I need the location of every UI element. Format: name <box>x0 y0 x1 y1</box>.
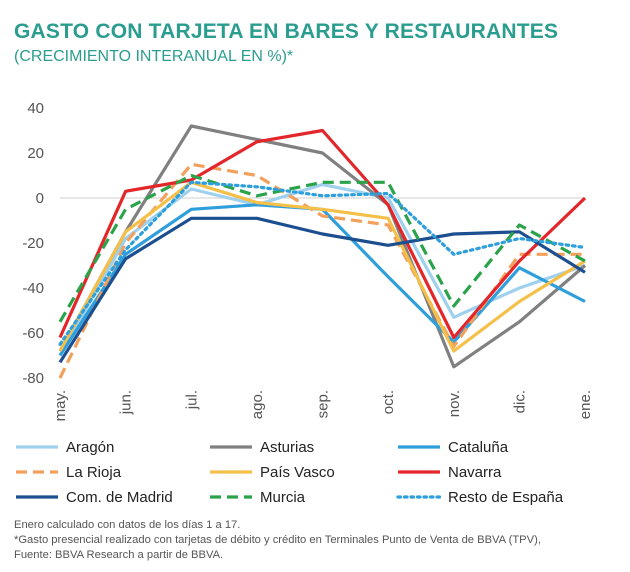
series-line-0 <box>58 182 586 357</box>
legend-swatch <box>210 495 252 499</box>
chart-notes: Enero calculado con datos de los días 1 … <box>14 518 541 563</box>
x-tick-label: sep. <box>315 390 332 418</box>
chart-subtitle: (CRECIMIENTO INTERANUAL EN %)* <box>14 48 294 65</box>
legend-swatch <box>16 470 58 474</box>
legend-label: Navarra <box>448 463 502 481</box>
legend-label: Aragón <box>66 438 115 456</box>
series-line-5 <box>58 128 587 340</box>
x-tick-label: ene. <box>577 390 594 419</box>
y-tick-label: -80 <box>22 370 44 387</box>
x-tick-label: jul. <box>183 390 200 410</box>
legend-item: Murcia <box>208 487 305 507</box>
y-tick-label: -60 <box>22 325 44 342</box>
series-line-3 <box>58 162 585 379</box>
x-tick-label: jun. <box>118 390 135 415</box>
x-tick-label: ago. <box>249 390 266 419</box>
legend-item: País Vasco <box>208 462 335 482</box>
legend-item: Cataluña <box>396 437 508 457</box>
legend-item: Aragón <box>14 437 114 457</box>
x-tick-label: dic. <box>511 390 528 413</box>
series-line-4 <box>58 180 586 353</box>
legend-label: Com. de Madrid <box>66 488 173 506</box>
x-tick-label: may. <box>52 390 69 421</box>
legend-swatch <box>16 445 58 449</box>
y-tick-label: 20 <box>27 145 44 162</box>
x-tick-label: oct. <box>380 390 397 414</box>
legend-swatch <box>396 495 442 499</box>
legend-swatch <box>16 495 58 499</box>
y-tick-label: 0 <box>36 190 44 207</box>
legend-label: Murcia <box>260 488 306 506</box>
series-line-8 <box>58 180 587 346</box>
legend-label: Resto de España <box>448 488 564 506</box>
legend-label: País Vasco <box>260 463 335 481</box>
line-chart: -80 -60 -40 -20 0 20 40 may. jun. jul. ago. sep. oct… <box>22 100 594 421</box>
legend-item: La Rioja <box>14 462 121 482</box>
y-tick-label: 40 <box>27 100 44 117</box>
legend-swatch <box>210 470 252 474</box>
note-line-2: *Gasto presencial realizado con tarjetas… <box>14 534 541 546</box>
series-line-7 <box>58 173 586 323</box>
legend-item: Navarra <box>396 462 501 482</box>
legend-label: Asturias <box>260 438 315 456</box>
legend-label: Cataluña <box>448 438 509 456</box>
series-line-6 <box>58 216 586 364</box>
y-tick-label: -40 <box>22 280 44 297</box>
legend-item: Asturias <box>208 437 314 457</box>
chart-title: GASTO CON TARJETA EN BARES Y RESTAURANTE… <box>14 20 559 43</box>
legend-swatch <box>210 445 252 449</box>
legend-item: Resto de España <box>396 487 563 507</box>
note-line-1: Enero calculado con datos de los días 1 … <box>14 519 241 531</box>
x-tick-label: nov. <box>446 390 463 417</box>
note-line-3: Fuente: BBVA Research a partir de BBVA. <box>14 549 224 561</box>
legend-swatch <box>398 470 440 474</box>
y-tick-label: -20 <box>22 235 44 252</box>
legend-item: Com. de Madrid <box>14 487 173 507</box>
legend-swatch <box>398 445 440 449</box>
legend-label: La Rioja <box>66 463 122 481</box>
